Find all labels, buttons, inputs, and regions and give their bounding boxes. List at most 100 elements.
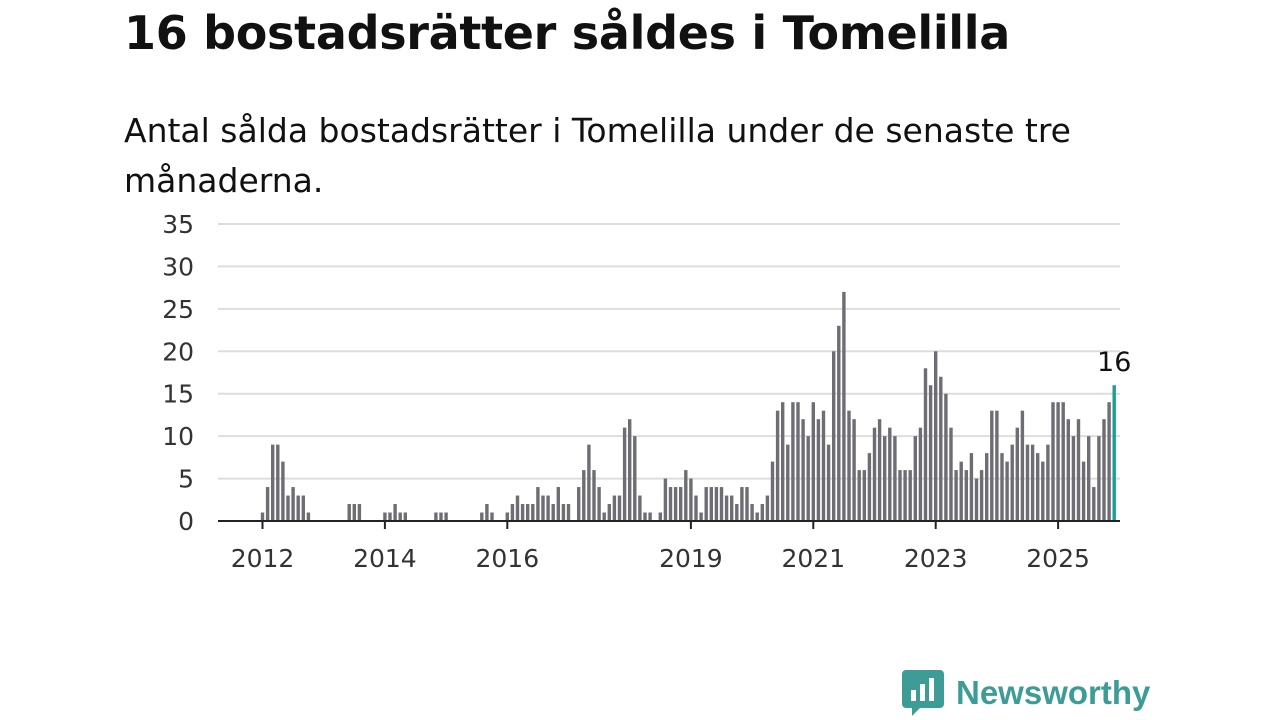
bar <box>551 504 555 521</box>
bar <box>939 376 943 521</box>
chart-gridlines <box>218 223 1120 480</box>
page-subtitle: Antal sålda bostadsrätter i Tomelilla un… <box>124 111 1071 200</box>
bar <box>1015 427 1019 521</box>
bar <box>1005 461 1009 521</box>
bar <box>536 487 540 521</box>
bar <box>857 470 861 521</box>
bar <box>434 512 438 521</box>
bar <box>786 444 790 521</box>
bar <box>888 427 892 521</box>
bar <box>985 453 989 521</box>
bar <box>969 453 974 521</box>
bar <box>383 512 387 521</box>
bar <box>296 495 300 521</box>
bar <box>1025 444 1030 521</box>
x-tick-label: 2012 <box>231 544 295 573</box>
bar <box>740 487 744 521</box>
chart-bars <box>260 291 1116 521</box>
bar <box>709 487 713 521</box>
bar <box>505 512 509 521</box>
bar <box>1056 402 1060 521</box>
bar <box>775 410 780 521</box>
bar <box>1102 419 1106 521</box>
bar <box>582 470 586 521</box>
bar <box>556 487 560 521</box>
bar <box>352 504 356 521</box>
bar <box>954 470 958 521</box>
y-tick-label: 20 <box>162 337 194 366</box>
bar <box>561 504 566 521</box>
bar <box>566 504 571 521</box>
bar <box>597 487 601 521</box>
bar <box>403 512 407 521</box>
bar <box>893 436 897 521</box>
y-tick-label: 0 <box>178 507 194 536</box>
bar <box>730 495 734 521</box>
bar <box>515 495 520 521</box>
bar <box>638 495 642 521</box>
bar <box>663 478 668 521</box>
bar <box>1061 402 1065 521</box>
x-tick-label: 2014 <box>353 544 417 573</box>
bar <box>944 393 948 521</box>
bar <box>1107 402 1111 521</box>
bar <box>719 487 724 521</box>
bar <box>694 495 698 521</box>
bar <box>689 478 693 521</box>
bar <box>357 504 362 521</box>
bar <box>439 512 443 521</box>
bar <box>1036 453 1040 521</box>
bar <box>862 470 866 521</box>
bar <box>658 512 662 521</box>
bar <box>1000 453 1004 521</box>
bar <box>913 436 917 521</box>
brand-name: Newsworthy <box>956 674 1151 711</box>
bar <box>607 504 611 521</box>
bar <box>485 504 489 521</box>
bar <box>918 427 923 521</box>
x-tick-label: 2023 <box>904 544 968 573</box>
bar <box>271 444 275 521</box>
bar <box>699 512 703 521</box>
bar <box>990 410 994 521</box>
bar <box>617 495 622 521</box>
newsworthy-chat-bars-icon <box>902 670 944 716</box>
bar <box>806 436 810 521</box>
bar <box>770 461 775 521</box>
y-tick-label: 10 <box>162 422 194 451</box>
bar <box>398 512 402 521</box>
bar <box>903 470 907 521</box>
bar <box>444 512 448 521</box>
bar <box>1087 436 1091 521</box>
bar <box>928 385 933 521</box>
x-axis <box>218 520 1120 529</box>
bar <box>995 410 999 521</box>
brand-logo: Newsworthy <box>902 670 1150 716</box>
bar <box>1066 419 1070 521</box>
bar <box>872 427 877 521</box>
page-title: 16 bostadsrätter såldes i Tomelilla <box>124 6 1010 60</box>
bar <box>531 504 535 521</box>
bar <box>673 487 678 521</box>
bar <box>388 512 392 521</box>
bar <box>883 436 887 521</box>
bar <box>265 487 270 521</box>
bar <box>704 487 708 521</box>
x-tick-label: 2021 <box>781 544 845 573</box>
bar <box>612 495 617 521</box>
bar <box>587 444 591 521</box>
x-tick-label: 2016 <box>475 544 539 573</box>
bar <box>979 470 984 521</box>
x-tick-label: 2019 <box>659 544 723 573</box>
bar <box>735 504 739 521</box>
bar <box>546 495 550 521</box>
bar <box>821 410 826 521</box>
bar <box>837 325 841 521</box>
bar <box>643 512 647 521</box>
bar <box>964 470 968 521</box>
bar <box>520 504 525 521</box>
bar <box>842 291 846 521</box>
bar <box>1097 436 1101 521</box>
y-tick-label: 25 <box>162 295 194 324</box>
bar <box>781 402 785 521</box>
